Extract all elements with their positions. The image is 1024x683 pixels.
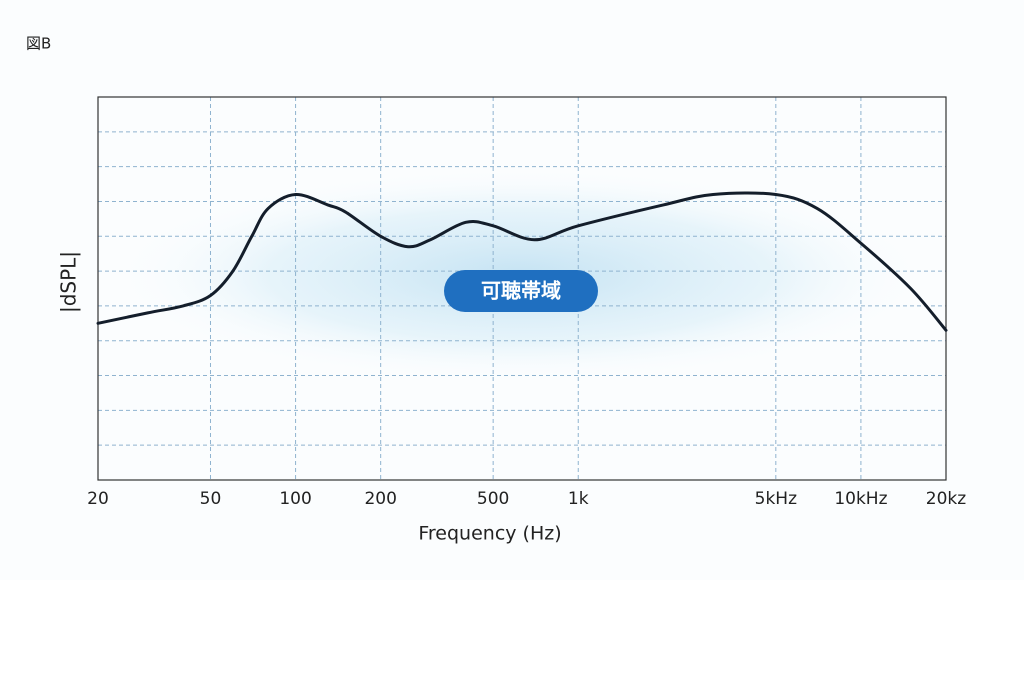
x-tick-label: 50 — [200, 489, 222, 509]
x-tick-label: 5kHz — [755, 489, 797, 509]
x-tick-label: 20 — [87, 489, 109, 509]
x-tick-label: 1k — [568, 489, 589, 509]
x-axis-title: Frequency (Hz) — [418, 523, 561, 545]
figure-label: 図B — [26, 35, 51, 53]
badge — [444, 270, 598, 312]
response-curve — [96, 191, 948, 332]
x-tick-label: 20kz — [926, 489, 966, 509]
x-tick-label: 200 — [364, 489, 396, 509]
plot: 20 50 100 200 500 1k 5kHz 10kHz 20kz — [87, 96, 966, 509]
y-axis-title: |dSPL| — [57, 251, 81, 313]
x-tick-label: 10kHz — [834, 489, 887, 509]
plot-frame — [97, 96, 947, 481]
badge-label: 可聴帯域 — [481, 279, 561, 303]
x-tick-label: 500 — [477, 489, 509, 509]
x-tick-label: 100 — [279, 489, 311, 509]
